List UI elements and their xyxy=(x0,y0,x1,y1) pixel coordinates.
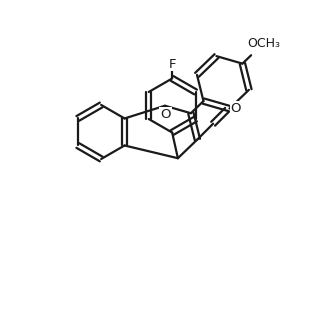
Text: OCH₃: OCH₃ xyxy=(247,37,280,50)
Text: F: F xyxy=(168,58,176,71)
Text: O: O xyxy=(160,108,171,121)
Text: O: O xyxy=(231,102,241,115)
